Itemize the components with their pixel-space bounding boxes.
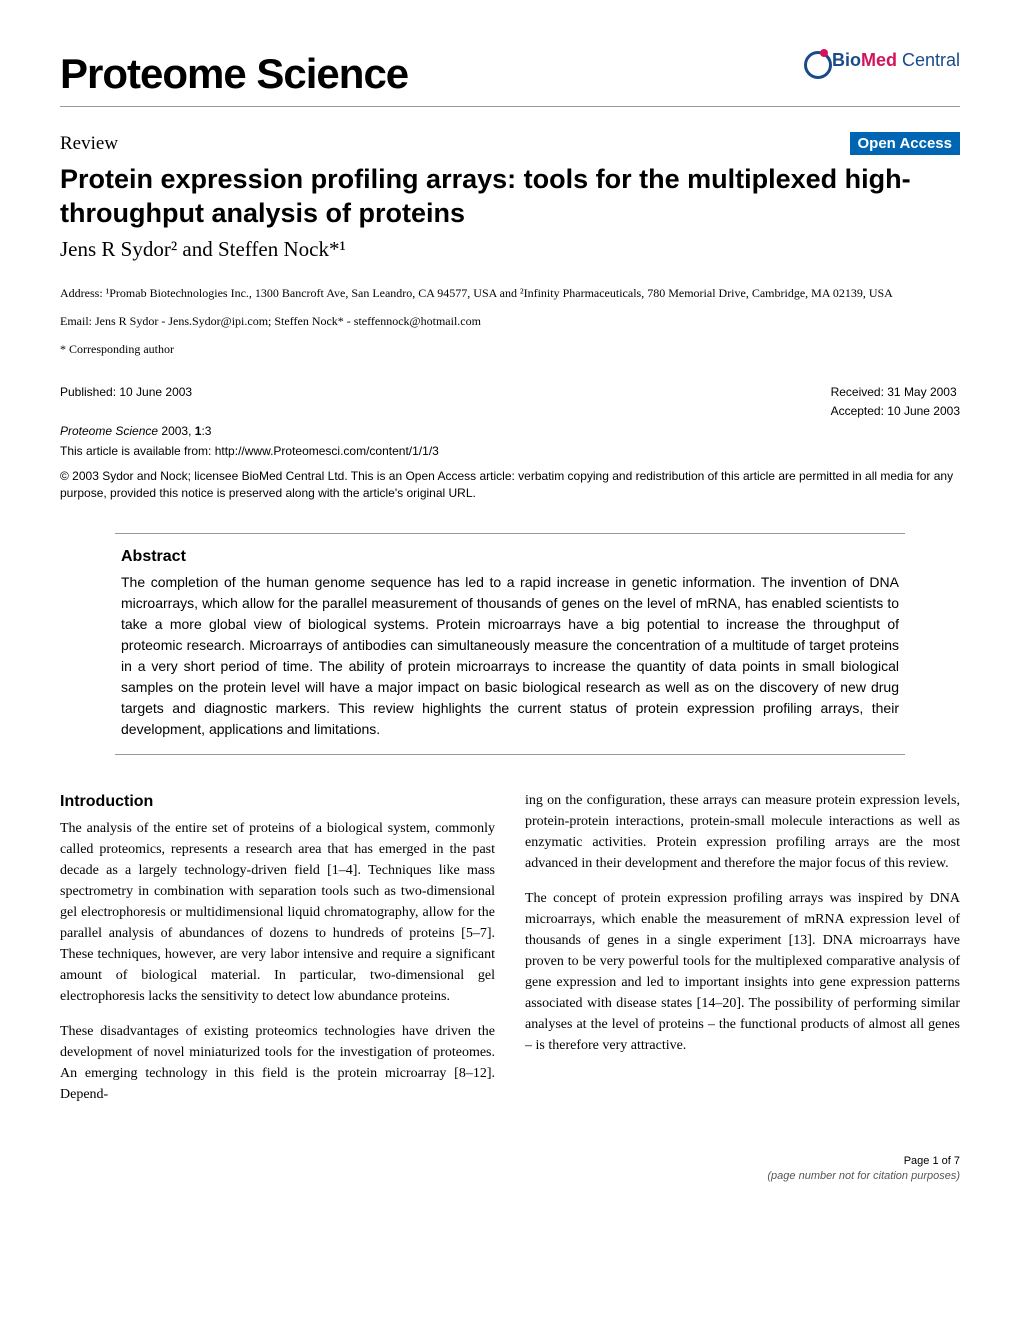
affiliation-address: Address: ¹Promab Biotechnologies Inc., 1… xyxy=(60,284,960,302)
page-footer: Page 1 of 7 (page number not for citatio… xyxy=(60,1154,960,1185)
publisher-logo: BioMed Central xyxy=(804,50,960,73)
corresponding-note: * Corresponding author xyxy=(60,340,960,358)
logo-central: Central xyxy=(897,50,960,70)
abstract-heading: Abstract xyxy=(121,548,899,566)
logo-bio: Bio xyxy=(832,50,861,70)
right-column: ing on the configuration, these arrays c… xyxy=(525,790,960,1119)
copyright-notice: © 2003 Sydor and Nock; licensee BioMed C… xyxy=(60,468,960,503)
abstract-box: Abstract The completion of the human gen… xyxy=(115,533,905,755)
page-container: Proteome Science BioMed Central Review O… xyxy=(0,0,1020,1224)
received-accepted-dates: Received: 31 May 2003 Accepted: 10 June … xyxy=(831,383,960,421)
article-url: This article is available from: http://w… xyxy=(60,444,960,458)
received-date: Received: 31 May 2003 xyxy=(831,383,960,402)
author-emails: Email: Jens R Sydor - Jens.Sydor@ipi.com… xyxy=(60,312,960,330)
left-column: Introduction The analysis of the entire … xyxy=(60,790,495,1119)
article-type-row: Review Open Access xyxy=(60,132,960,155)
journal-title: Proteome Science xyxy=(60,50,408,98)
publication-dates-row: Published: 10 June 2003 Received: 31 May… xyxy=(60,383,960,421)
intro-para-3: ing on the configuration, these arrays c… xyxy=(525,790,960,874)
abstract-text: The completion of the human genome seque… xyxy=(121,572,899,740)
intro-para-2: These disadvantages of existing proteomi… xyxy=(60,1021,495,1105)
logo-med: Med xyxy=(861,50,897,70)
authors: Jens R Sydor² and Steffen Nock*¹ xyxy=(60,237,960,262)
intro-para-4: The concept of protein expression profil… xyxy=(525,888,960,1056)
article-title: Protein expression profiling arrays: too… xyxy=(60,163,960,231)
citation-line: Proteome Science 2003, 1:3 xyxy=(60,424,960,438)
intro-heading: Introduction xyxy=(60,790,495,814)
published-date: Published: 10 June 2003 xyxy=(60,383,192,421)
accepted-date: Accepted: 10 June 2003 xyxy=(831,402,960,421)
intro-para-1: The analysis of the entire set of protei… xyxy=(60,818,495,1007)
logo-icon xyxy=(804,51,826,73)
page-number-note: (page number not for citation purposes) xyxy=(767,1170,960,1182)
citation-journal: Proteome Science xyxy=(60,424,158,438)
page-number: Page 1 of 7 xyxy=(767,1154,960,1169)
header-row: Proteome Science BioMed Central xyxy=(60,50,960,107)
body-columns: Introduction The analysis of the entire … xyxy=(60,790,960,1119)
open-access-badge: Open Access xyxy=(850,132,961,155)
section-label: Review xyxy=(60,133,118,155)
